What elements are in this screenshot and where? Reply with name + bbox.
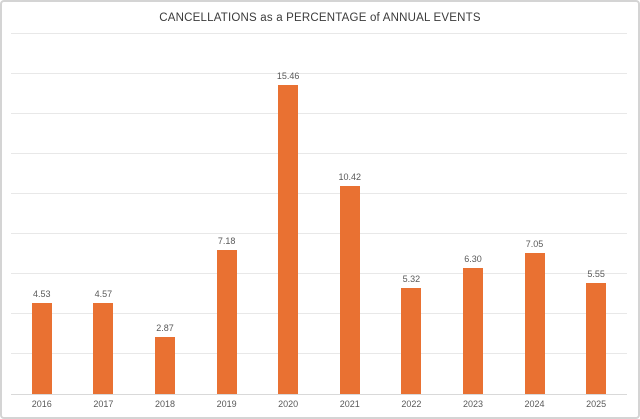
gridline — [11, 193, 627, 194]
x-axis-labels-row: 2016 2017 2018 2019 2020 2021 2022 2023 2024 2025 — [11, 399, 627, 409]
gridline — [11, 313, 627, 314]
bar — [462, 268, 483, 394]
x-axis-label: 2025 — [586, 399, 607, 409]
bar — [93, 302, 114, 394]
gridline — [11, 153, 627, 154]
bar — [154, 336, 175, 394]
bar — [524, 253, 545, 394]
bar-slot: 5.55 — [565, 34, 627, 394]
gridline — [11, 113, 627, 114]
x-axis-label: 2021 — [339, 399, 360, 409]
gridline — [11, 33, 627, 34]
bar-slot: 10.42 — [319, 34, 381, 394]
bar-slot: 4.53 — [11, 34, 73, 394]
bar-slot: 7.05 — [504, 34, 566, 394]
x-axis-label: 2024 — [524, 399, 545, 409]
bar-slot: 4.57 — [73, 34, 135, 394]
bar-value-label: 15.46 — [276, 70, 300, 81]
bar-value-label: 5.55 — [587, 269, 605, 279]
gridline — [11, 233, 627, 234]
bar — [278, 84, 299, 394]
bar-slot: 15.46 — [257, 34, 319, 394]
x-axis-label: 2018 — [154, 399, 175, 409]
bar-value-label: 6.30 — [464, 254, 482, 264]
bar — [31, 303, 52, 394]
plot-area: 4.53 4.57 2.87 7.18 15.46 10.42 5.32 6.30 7.05 5.… — [11, 33, 627, 395]
gridline — [11, 273, 627, 274]
bar-value-label: 5.32 — [402, 273, 421, 284]
bar-slot: 6.30 — [442, 34, 504, 394]
chart-title: CANCELLATIONS as a PERCENTAGE of ANNUAL … — [159, 12, 481, 24]
x-axis-label: 2019 — [216, 399, 237, 409]
bar-value-label: 4.53 — [33, 289, 51, 300]
gridline — [11, 353, 627, 354]
gridline — [11, 73, 627, 74]
x-axis-label: 2016 — [31, 399, 52, 409]
bar-slot: 2.87 — [134, 34, 196, 394]
bar-value-label: 4.57 — [94, 288, 113, 299]
x-axis-label: 2017 — [93, 399, 114, 409]
bar-value-label: 2.87 — [156, 322, 174, 333]
bar-slot: 5.32 — [381, 34, 443, 394]
bar-value-label: 10.42 — [338, 171, 362, 182]
x-axis-label: 2020 — [278, 399, 299, 409]
bar — [339, 185, 360, 394]
bar-value-label: 7.05 — [525, 239, 544, 249]
bar — [586, 283, 607, 394]
bar-slot: 7.18 — [196, 34, 258, 394]
bar-value-label: 7.18 — [217, 236, 236, 247]
bar — [216, 250, 237, 394]
bar — [401, 287, 422, 394]
x-axis-label: 2022 — [401, 399, 422, 409]
x-axis-label: 2023 — [462, 399, 483, 409]
bars-row: 4.53 4.57 2.87 7.18 15.46 10.42 5.32 6.30 7.05 5.… — [11, 34, 627, 394]
